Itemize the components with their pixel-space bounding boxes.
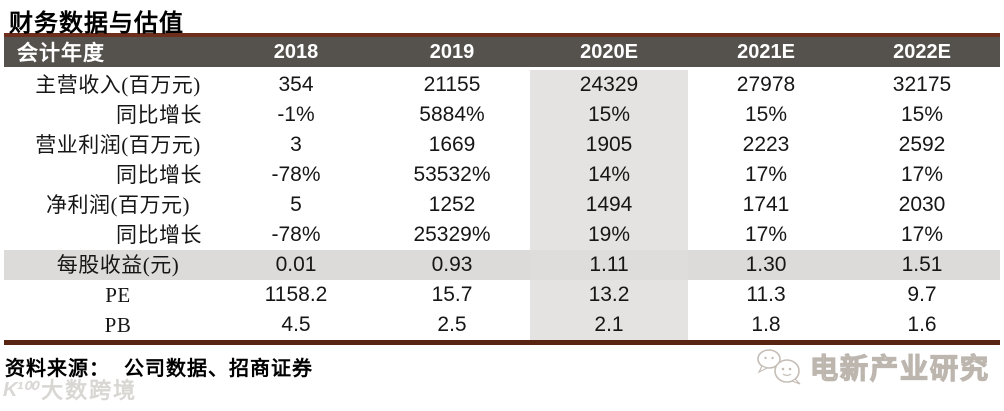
table-row-revenue: 主营收入(百万元) 354 21155 24329 27978 32175 bbox=[4, 68, 1000, 100]
cell: 1158.2 bbox=[264, 283, 328, 306]
cell: 5 bbox=[290, 193, 302, 216]
cell: 1905 bbox=[530, 130, 688, 160]
cell: 53532% bbox=[413, 163, 491, 186]
watermark-bottom-left: K¹⁰⁰ 大数跨境 bbox=[3, 373, 137, 405]
row-label: 同比增长 bbox=[116, 103, 202, 127]
cell: 17% bbox=[744, 163, 788, 186]
cell: 2592 bbox=[898, 133, 946, 156]
row-label: 同比增长 bbox=[116, 163, 202, 187]
row-label: 净利润(百万元) bbox=[46, 193, 190, 217]
cell: -1% bbox=[277, 103, 315, 126]
cell: 2223 bbox=[742, 133, 790, 156]
cell: 0.01 bbox=[218, 250, 374, 280]
cell: 25329% bbox=[413, 223, 491, 246]
cell: 15.7 bbox=[431, 283, 473, 306]
cell: 354 bbox=[278, 73, 314, 96]
cell: -78% bbox=[271, 223, 321, 246]
cell: 1494 bbox=[530, 190, 688, 220]
table-row-revenue-yoy: 同比增长 -1% 5884% 15% 15% 15% bbox=[4, 100, 1000, 130]
cell: 1669 bbox=[428, 133, 476, 156]
table-row-operating-profit-yoy: 同比增长 -78% 53532% 14% 17% 17% bbox=[4, 160, 1000, 190]
cell: 21155 bbox=[423, 73, 481, 96]
watermark-bottom-right: 电新产业研究 bbox=[756, 347, 990, 387]
watermark-left-text: 大数跨境 bbox=[41, 378, 138, 403]
cell: 9.7 bbox=[907, 283, 937, 306]
cell: 17% bbox=[900, 163, 944, 186]
cell: -78% bbox=[271, 163, 321, 186]
header-cell-2018: 2018 bbox=[218, 35, 374, 70]
row-label: 营业利润(百万元) bbox=[35, 133, 201, 157]
header-cell-2020e: 2020E bbox=[530, 35, 688, 70]
cell: 17% bbox=[744, 223, 788, 246]
source-label: 资料来源： bbox=[5, 358, 110, 380]
table-row-eps: 每股收益(元) 0.01 0.93 1.11 1.30 1.51 bbox=[4, 250, 1000, 280]
k100-logo-icon: K¹⁰⁰ bbox=[3, 378, 37, 401]
row-label: PE bbox=[105, 283, 131, 307]
cell: 32175 bbox=[892, 73, 952, 96]
cell: 17% bbox=[900, 223, 944, 246]
cell: 11.3 bbox=[746, 283, 786, 306]
cell: 3 bbox=[290, 133, 302, 156]
row-label: 同比增长 bbox=[116, 223, 202, 247]
cell: 15% bbox=[744, 103, 788, 126]
header-cell-2021e: 2021E bbox=[688, 35, 844, 70]
cell: 15% bbox=[900, 103, 944, 126]
cell: 1252 bbox=[428, 193, 476, 216]
cell: 2030 bbox=[898, 193, 946, 216]
financial-valuation-table: 会计年度 2018 2019 2020E 2021E 2022E 主营收入(百万… bbox=[4, 33, 1000, 345]
cell: 15% bbox=[530, 100, 688, 130]
table-row-net-profit-yoy: 同比增长 -78% 25329% 19% 17% 17% bbox=[4, 220, 1000, 250]
cell: 1.6 bbox=[907, 313, 937, 336]
row-label: 每股收益(元) bbox=[4, 250, 218, 280]
cell: 1.30 bbox=[688, 250, 844, 280]
watermark-right-text: 电新产业研究 bbox=[809, 352, 990, 384]
cell: 19% bbox=[530, 220, 688, 250]
page-title: 财务数据与估值 bbox=[9, 11, 184, 37]
cell: 2.1 bbox=[530, 310, 688, 343]
row-label: PB bbox=[104, 313, 132, 337]
cell: 24329 bbox=[530, 68, 688, 100]
cell: 0.93 bbox=[374, 250, 530, 280]
cell: 1741 bbox=[742, 193, 790, 216]
row-label: 主营收入(百万元) bbox=[35, 73, 201, 97]
cell: 27978 bbox=[736, 73, 796, 96]
cell: 4.5 bbox=[281, 313, 311, 336]
table-header-row: 会计年度 2018 2019 2020E 2021E 2022E bbox=[4, 35, 1000, 70]
table-row-net-profit: 净利润(百万元) 5 1252 1494 1741 2030 bbox=[4, 190, 1000, 220]
table-row-pe: PE 1158.2 15.7 13.2 11.3 9.7 bbox=[4, 280, 1000, 310]
cell: 1.51 bbox=[844, 250, 1000, 280]
cell: 14% bbox=[530, 160, 688, 190]
header-cell-2022e: 2022E bbox=[844, 35, 1000, 70]
cell: 5884% bbox=[419, 103, 485, 126]
cell: 2.5 bbox=[437, 313, 467, 336]
header-cell-fiscal-year: 会计年度 bbox=[4, 35, 218, 70]
header-cell-2019: 2019 bbox=[374, 35, 530, 70]
source-note: 资料来源： 公司数据、招商证券 bbox=[5, 352, 1004, 381]
cell: 1.11 bbox=[530, 250, 688, 280]
wechat-bubbles-icon bbox=[757, 349, 801, 385]
cell: 13.2 bbox=[530, 280, 688, 310]
table-row-operating-profit: 营业利润(百万元) 3 1669 1905 2223 2592 bbox=[4, 130, 1000, 160]
cell: 1.8 bbox=[751, 313, 781, 336]
source-text: 公司数据、招商证券 bbox=[124, 358, 313, 380]
table-row-pb: PB 4.5 2.5 2.1 1.8 1.6 bbox=[4, 310, 1000, 343]
